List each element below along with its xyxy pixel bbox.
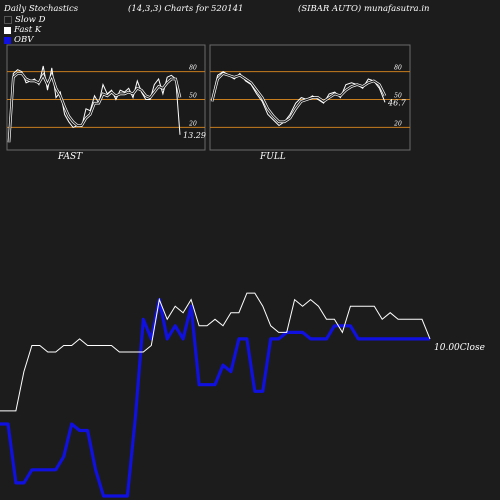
slow-d-swatch (4, 16, 12, 24)
legend-item-fast-k: Fast K (4, 25, 41, 35)
fast-panel-frame (6, 44, 206, 151)
chart-params: (14,3,3) Charts for 520141 (128, 4, 244, 14)
legend-item-obv: OBV (4, 35, 33, 45)
legend-label: Fast K (14, 25, 42, 35)
legend-label: OBV (14, 35, 34, 45)
legend-item-slow-d: Slow D (4, 15, 45, 25)
fast-k-swatch (4, 26, 11, 34)
obv-line (0, 298, 430, 498)
full-panel-title: FULL (260, 152, 286, 162)
fast-y-tick-label: 20 (188, 120, 197, 127)
close-value-label: 10.00Close (434, 343, 485, 353)
fast-slow-d-line (8, 72, 181, 143)
fast-panel-title: FAST (58, 152, 83, 162)
fast-y-tick-label: 50 (189, 93, 197, 100)
full-y-tick-label: 20 (393, 120, 402, 127)
fast-y-tick-label: 80 (189, 65, 197, 72)
full-y-tick-label: 50 (394, 93, 402, 100)
legend-label: Slow D (15, 15, 46, 25)
chart-heading: Daily Stochastics (4, 4, 79, 14)
fast-last-value-label: 13.29 (183, 131, 206, 140)
full-slow-d-line (211, 72, 386, 123)
close-line (0, 292, 431, 412)
chart-source: (SIBAR AUTO) munafasutra.in (298, 4, 430, 14)
full-y-tick-label: 80 (394, 65, 402, 72)
full-last-value-label: 46.7 (387, 98, 407, 107)
obv-swatch (4, 36, 11, 44)
